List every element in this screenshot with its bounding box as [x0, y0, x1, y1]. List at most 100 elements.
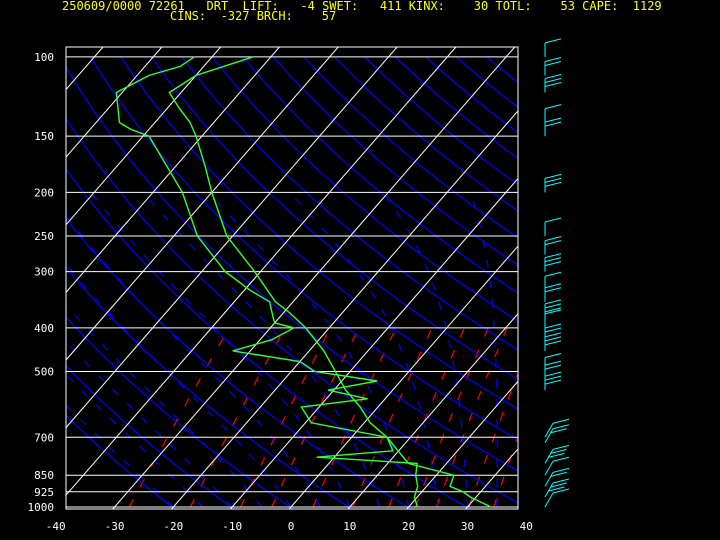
- isotherm: [112, 47, 516, 509]
- dry-adiabat: [66, 117, 518, 504]
- wind-barb-feather: [544, 104, 562, 110]
- dry-adiabat: [211, 56, 518, 322]
- moist-adiabat: [90, 192, 351, 508]
- wind-barb-feather: [544, 323, 562, 329]
- dry-adiabat: [455, 56, 518, 109]
- wind-barb-feather: [544, 56, 562, 62]
- wind-barb-feather: [548, 486, 565, 492]
- isotherm: [171, 110, 518, 509]
- mixing-ratio-line: [189, 327, 286, 508]
- isotherm: [66, 47, 457, 496]
- wind-barb-feather: [544, 371, 562, 377]
- wind-barb-feather: [544, 217, 562, 223]
- moist-adiabat: [66, 215, 321, 508]
- adiabat-lines: [66, 56, 720, 517]
- dry-adiabat: [242, 56, 518, 294]
- wind-barb-feather: [544, 181, 562, 187]
- pressure-label: 200: [34, 186, 54, 199]
- plot-frame: [65, 46, 519, 510]
- wind-barb-staff: [544, 460, 554, 476]
- wind-barb: [544, 467, 570, 487]
- plot-border: [65, 46, 519, 510]
- temperature-profile: [168, 56, 492, 508]
- pressure-label: 250: [34, 230, 54, 243]
- wind-barb: [544, 444, 570, 464]
- temperature-label: 10: [343, 520, 356, 533]
- wind-barb: [544, 56, 562, 76]
- wind-barb: [544, 74, 562, 93]
- isotherm: [288, 245, 518, 509]
- isotherm: [230, 177, 518, 509]
- wind-barb: [544, 371, 562, 391]
- temperature-axis-labels: -40 -30 -20 -10 0 10 20 30 40: [46, 520, 533, 533]
- temperature-label: -40: [46, 520, 66, 533]
- wind-barb: [544, 456, 570, 476]
- wind-barb-feather: [552, 418, 570, 424]
- wind-barb-feather: [544, 364, 562, 370]
- wind-barb: [544, 309, 562, 328]
- dry-adiabat: [394, 56, 518, 160]
- wind-barb-feather: [544, 82, 562, 87]
- wind-barb: [544, 332, 562, 351]
- temperature-label: -30: [105, 520, 125, 533]
- wind-barb-feather: [552, 488, 570, 494]
- moist-adiabat: [382, 192, 469, 508]
- wind-barb-feather: [544, 375, 562, 381]
- isotherm: [406, 380, 518, 509]
- moist-adiabat: [66, 340, 233, 508]
- dry-adiabat: [548, 57, 720, 517]
- dry-adiabat: [639, 57, 720, 517]
- mixing-ratio-line: [388, 327, 465, 508]
- isotherm-lines: [66, 47, 720, 509]
- isotherm: [525, 47, 720, 509]
- dry-adiabat: [66, 414, 177, 509]
- wind-barb-feather: [544, 336, 562, 342]
- dry-adiabat: [66, 168, 472, 509]
- header-indices-line-2: CINS: -327 BRCH: 57: [170, 9, 337, 23]
- wind-barb-feather: [544, 353, 562, 358]
- mixing-ratio-line: [128, 327, 230, 508]
- pressure-label: 1000: [28, 501, 55, 514]
- moist-adiabat: [66, 373, 204, 508]
- wind-barb: [544, 488, 570, 508]
- temperature-label: 0: [288, 520, 295, 533]
- moist-adiabat: [469, 192, 498, 507]
- wind-barb-staff: [544, 482, 554, 498]
- dry-adiabat: [486, 56, 518, 84]
- dry-adiabat: [66, 266, 354, 509]
- wind-barb-feather: [544, 253, 562, 259]
- wind-barb-feather: [544, 60, 562, 66]
- wind-barb-feather: [544, 379, 562, 385]
- dry-adiabat: [150, 56, 518, 380]
- wind-barb-feather: [552, 444, 570, 450]
- wind-barb: [544, 299, 562, 318]
- moist-adiabat: [289, 191, 439, 508]
- dewpoint-profile: [115, 56, 419, 508]
- dry-adiabat: [608, 57, 720, 517]
- pressure-label: 100: [34, 51, 54, 64]
- wind-barb: [544, 283, 562, 302]
- wind-barb-staff: [544, 428, 554, 444]
- temperature-label: 20: [402, 520, 415, 533]
- wind-barb-feather: [544, 121, 562, 127]
- dry-adiabat: [66, 365, 236, 509]
- wind-barb: [544, 253, 562, 272]
- wind-barb-feather: [550, 471, 567, 477]
- wind-barb-feather: [552, 478, 570, 484]
- isotherm: [66, 47, 280, 294]
- wind-barb-feather: [552, 467, 570, 473]
- moist-adiabat: [66, 404, 174, 508]
- wind-barb-feather: [544, 240, 562, 246]
- wind-barb-staff: [544, 472, 554, 487]
- wind-barb: [544, 424, 570, 444]
- wind-barb-feather: [544, 173, 562, 179]
- wind-barb: [544, 236, 562, 255]
- wind-barb: [544, 117, 562, 137]
- pressure-label: 850: [34, 469, 54, 482]
- pressure-label: 700: [34, 431, 54, 444]
- isotherm: [347, 312, 518, 509]
- isotherm: [66, 47, 221, 226]
- wind-barb-feather: [550, 448, 567, 454]
- wind-barb-feather: [544, 271, 562, 277]
- sounding-profiles: [115, 56, 492, 508]
